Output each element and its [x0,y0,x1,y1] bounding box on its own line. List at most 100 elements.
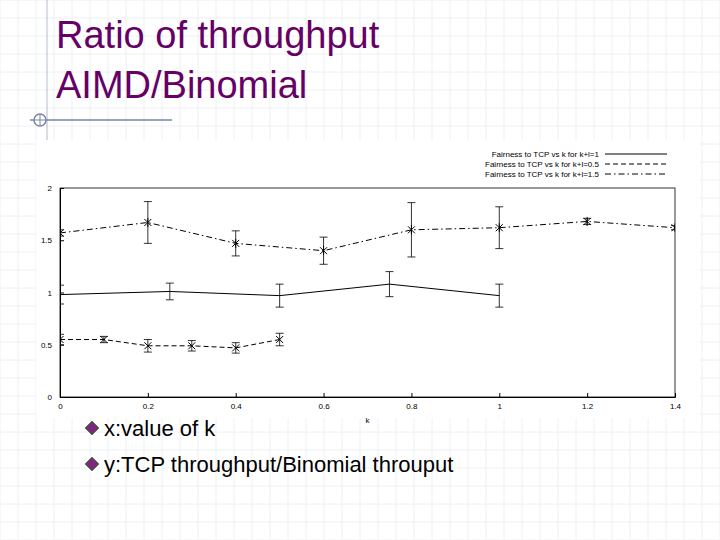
y-tick-label: 1 [48,289,53,298]
error-bar [100,336,108,342]
bg-grid [0,450,720,451]
x-tick-mark [411,393,412,397]
legend-swatch [605,164,667,165]
bg-grid [0,108,720,109]
y-tick: 1.5 [41,236,64,245]
y-tick-mark [60,188,64,189]
slide-title: Ratio of throughput [56,14,380,56]
error-bar [276,333,284,346]
x-axis-line [61,393,676,398]
plot-area [60,202,675,354]
series [60,202,675,265]
slide-title: AIMD/Binomial [56,64,307,106]
y-tick: 2 [48,184,64,193]
series-line [60,340,280,348]
x-tick-mark [236,393,237,397]
point-marker [672,223,676,232]
x-tick-mark [148,393,149,397]
x-tick: 0.2 [143,393,155,411]
legend-swatch [605,174,667,175]
chart-background [36,140,700,418]
x-tick: 0.4 [231,393,243,411]
legend: Fairness to TCP vs k for k+l=1Fairness t… [485,150,667,179]
x-tick-label: 0.8 [406,402,418,411]
point-marker [144,342,151,349]
error-bar [144,202,152,244]
x-tick-label: 1.2 [582,402,594,411]
series [60,272,503,308]
point-marker [100,336,107,343]
x-tick: 1.4 [670,393,682,411]
y-tick: 1 [48,289,64,298]
x-tick: 1.2 [582,393,594,411]
plot-frame [60,188,675,397]
error-bar [144,340,152,353]
point-marker [232,344,239,351]
point-marker [584,217,591,226]
point-marker [188,342,195,349]
error-bar [385,272,393,297]
point-marker [276,336,283,343]
error-bar [166,283,174,300]
x-tick-label: 1 [498,402,503,411]
bullet-icon [85,457,99,471]
point-marker [408,225,415,234]
legend-label: Fairness to TCP vs k for k+l=1 [492,150,600,159]
y-tick-label: 1.5 [41,236,53,245]
legend-label: Fairness to TCP vs k for k+l=0.5 [485,160,600,169]
x-tick-mark [324,393,325,397]
error-bar [320,237,328,264]
bullet-text: x:value of k [104,416,216,441]
bg-grid [0,504,720,505]
x-tick-mark [499,393,500,397]
legend-label: Fairness to TCP vs k for k+l=1.5 [485,170,600,179]
error-bar [495,207,503,249]
x-axis: 0 0.2 0.4 0.6 0.8 1 1.2 1.4 [58,393,681,411]
point-marker [232,239,239,248]
legend-swatch [605,154,667,155]
bullet-text: y:TCP throughput/Binomial throuput [104,452,453,477]
bg-grid [0,486,720,487]
error-bar [276,284,284,307]
background [0,0,720,540]
y-tick: 0.5 [41,341,64,350]
y-axis: 0 0.5 1 1.5 2 [41,184,64,402]
y-tick: 0 [48,393,64,402]
y-tick-label: 0 [48,393,53,402]
x-tick-label: 0.6 [319,402,331,411]
decor-circle [34,114,46,126]
series [60,333,284,353]
decor-line [30,119,172,121]
x-axis-title: k [366,416,371,425]
x-tick-label: 0 [58,402,63,411]
y-tick-mark [60,293,64,294]
y-tick-mark [60,240,64,241]
x-tick-label: 0.2 [143,402,155,411]
point-marker [60,336,64,343]
error-bar [232,231,240,256]
bg-grid [0,0,720,1]
y-axis-line [61,189,65,398]
bullet-icon [85,421,99,435]
error-bar [60,285,64,304]
x-tick-mark [587,393,588,397]
bg-grid [0,126,720,127]
y-tick-mark [60,397,64,398]
error-bar [188,341,196,351]
x-tick-mark [675,393,676,397]
x-tick-label: 0.4 [231,402,243,411]
y-tick-label: 2 [48,184,53,193]
slide: Ratio of throughputAIMD/Binomial00.20.40… [0,0,720,540]
point-marker [144,218,151,227]
x-tick: 0.8 [406,393,418,411]
x-tick: 0.6 [319,393,331,411]
error-bar [232,343,240,353]
error-bar [60,334,64,344]
slide-background [0,0,720,540]
error-bar [495,284,503,307]
y-tick-label: 0.5 [41,341,53,350]
point-marker [320,246,327,255]
decor-cross [34,114,46,126]
point-marker [60,228,64,237]
point-marker [496,223,503,232]
